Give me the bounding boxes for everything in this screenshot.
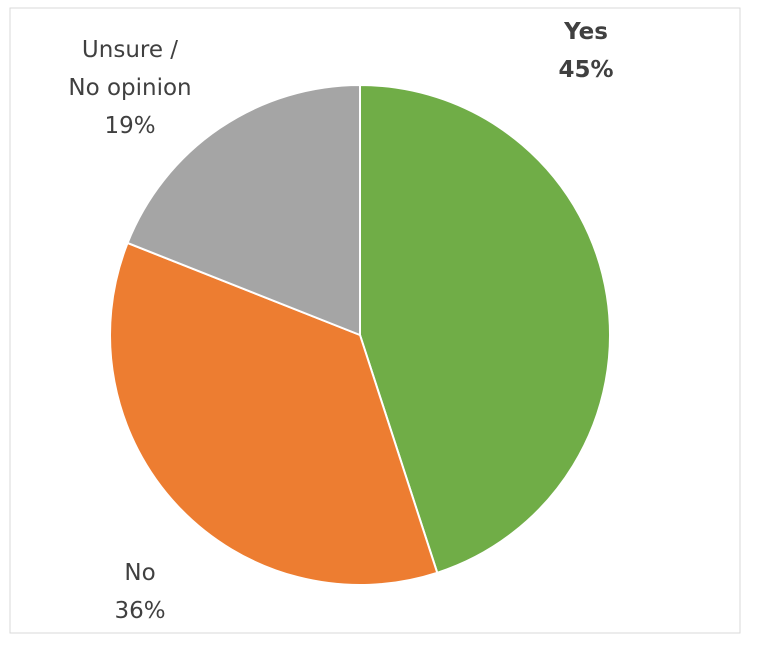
value-label: 36% bbox=[114, 598, 165, 624]
value-label: 45% bbox=[558, 57, 613, 83]
value-label: 19% bbox=[104, 113, 155, 139]
pie-slice bbox=[359, 83, 611, 575]
pie-slice bbox=[126, 83, 361, 337]
pie-slice bbox=[109, 241, 439, 586]
category-label: Unsure / No opinion bbox=[68, 37, 191, 101]
category-label: No bbox=[124, 560, 155, 586]
category-label: Yes bbox=[563, 19, 608, 45]
